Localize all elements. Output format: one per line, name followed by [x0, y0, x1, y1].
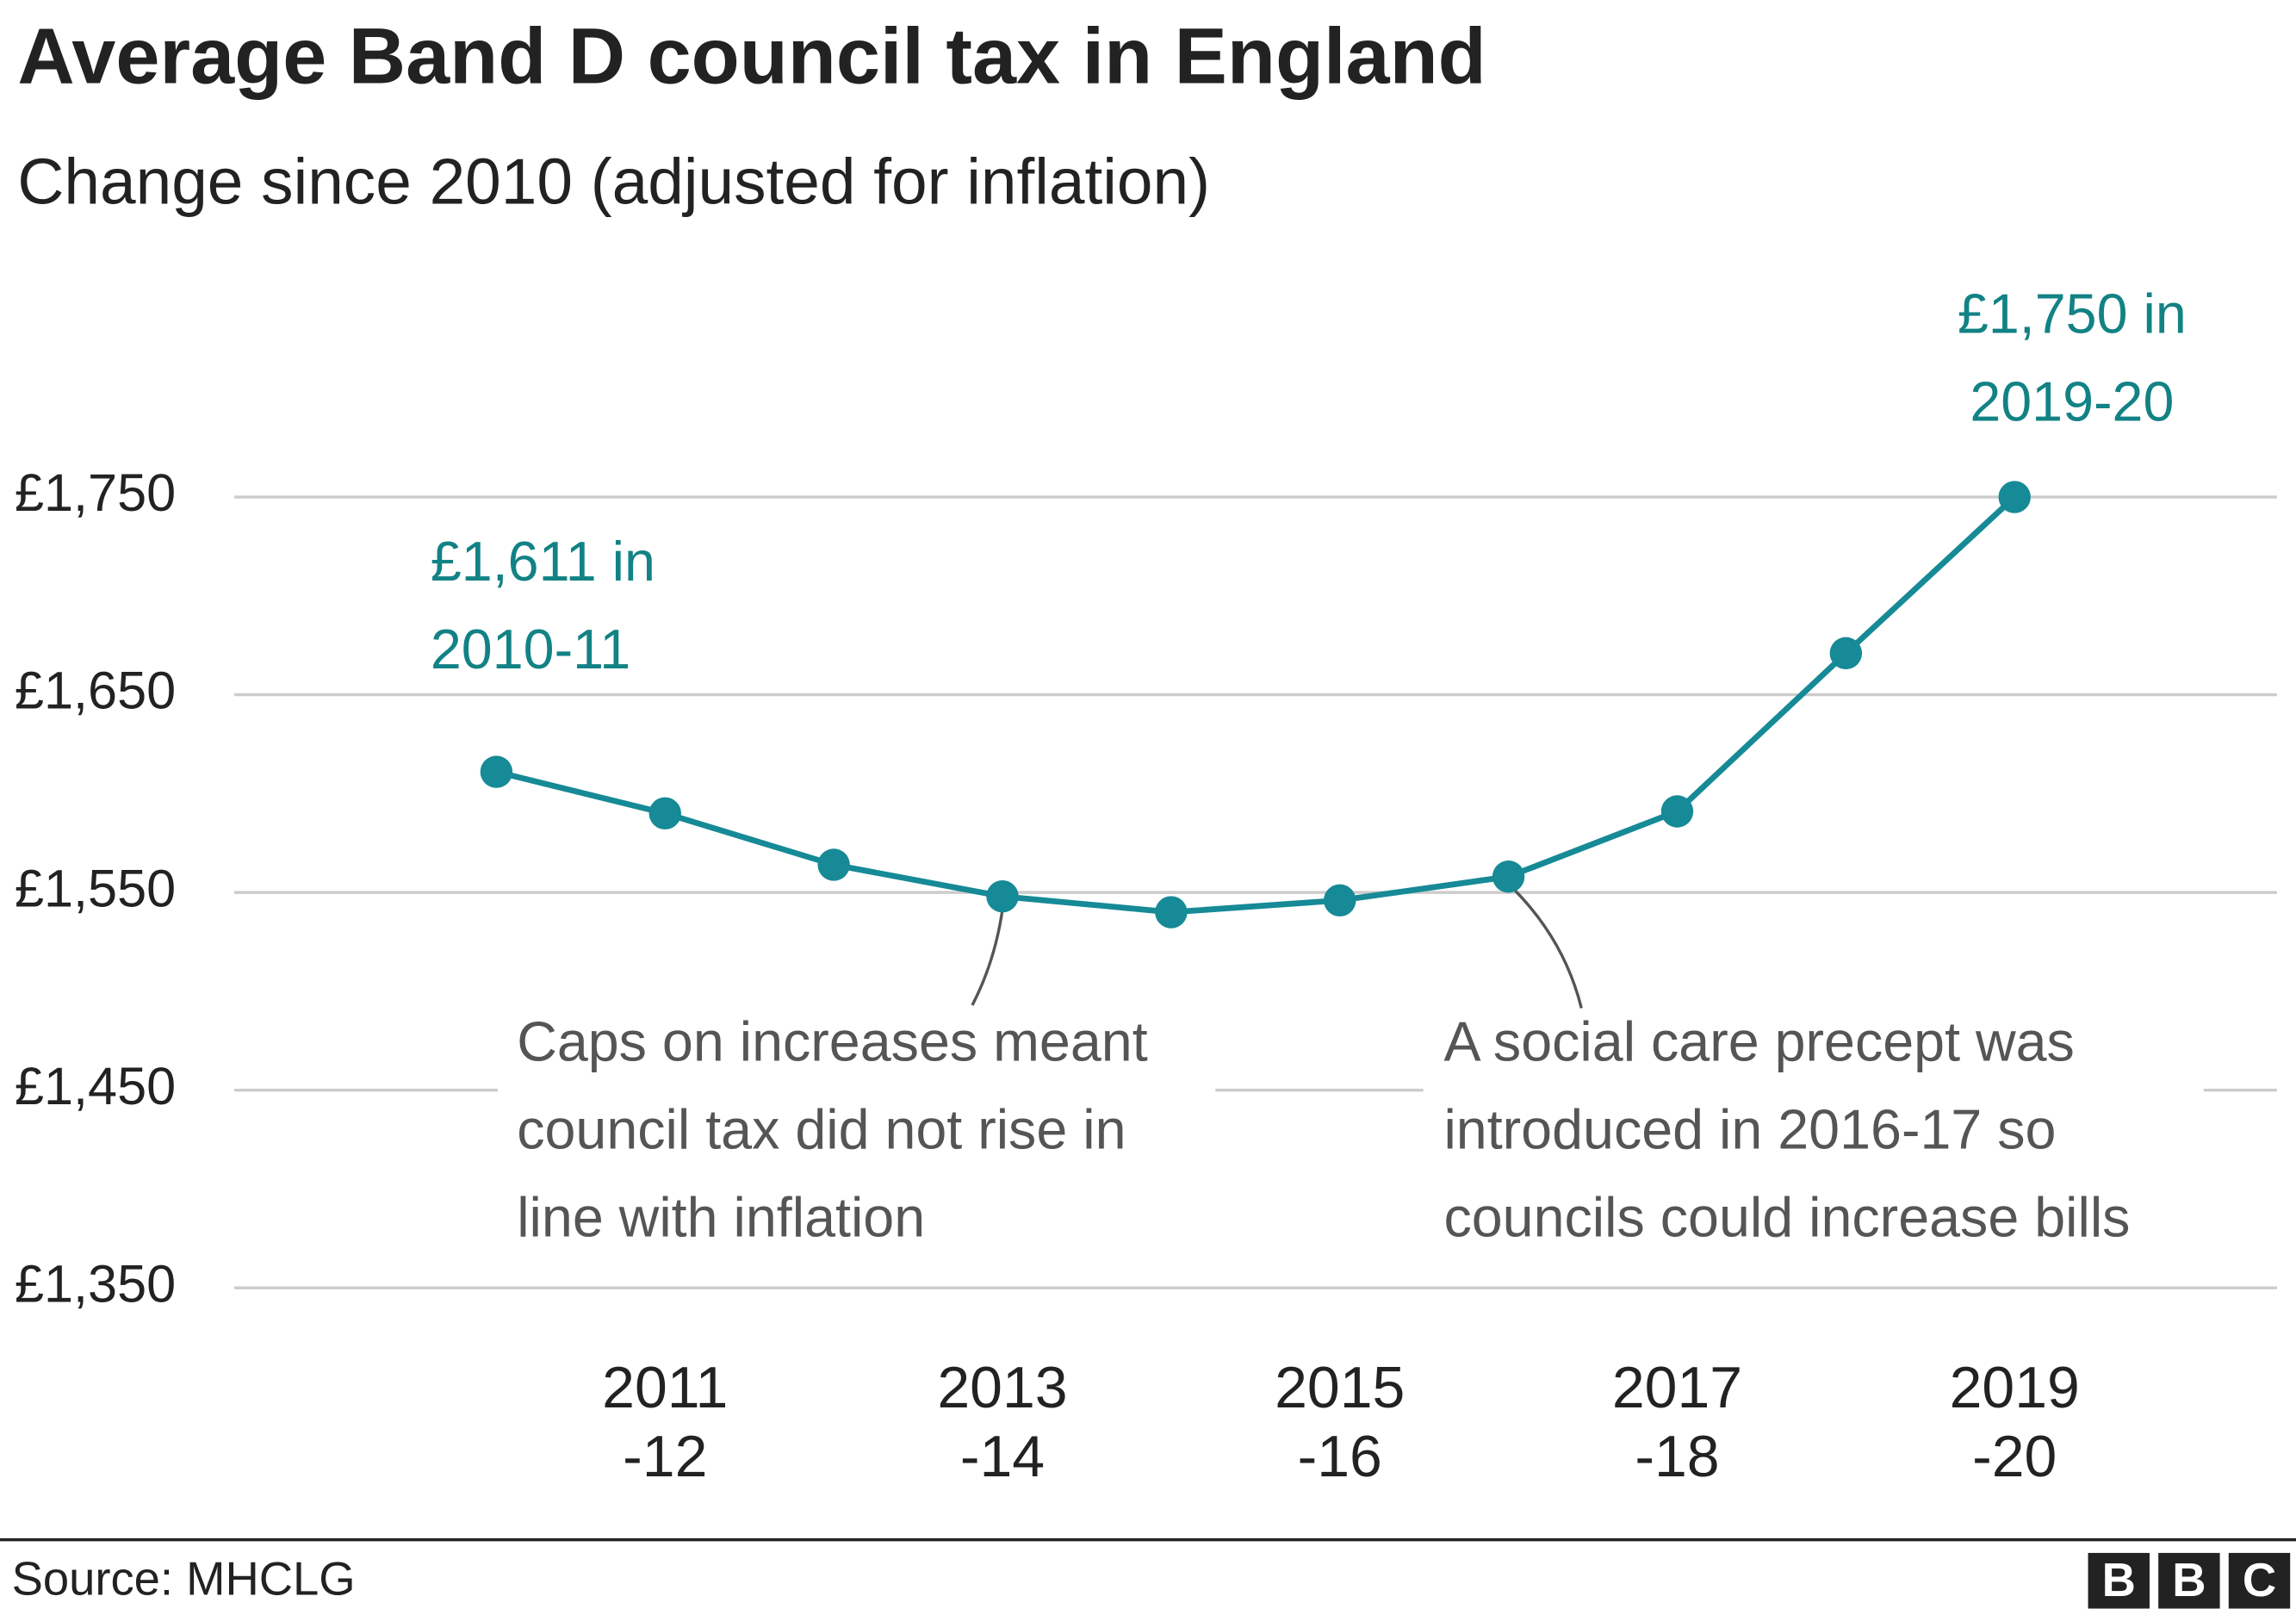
leader-line — [1508, 884, 1583, 1009]
data-point — [817, 848, 850, 881]
source: Source: MHCLG — [12, 1552, 356, 1605]
logo-block — [2158, 1552, 2220, 1609]
annotation: £1,611 in — [431, 531, 655, 593]
annotation: line with inflation — [517, 1187, 925, 1249]
data-point — [1324, 884, 1356, 916]
annotation: introduced in 2016-17 so — [1443, 1099, 2056, 1161]
logo-block — [2228, 1552, 2291, 1609]
x-tick-line: 2017 — [1612, 1355, 1742, 1420]
logo-block — [2088, 1552, 2150, 1609]
x-tick-line: 2011 — [602, 1355, 728, 1420]
annotation: 2010-11 — [431, 618, 630, 680]
chart-title: Average Band D council tax in England — [17, 12, 1486, 100]
logo-letter: B — [2102, 1554, 2136, 1606]
note-background — [1423, 999, 2204, 1264]
annotation: A social care precept was — [1443, 1011, 2074, 1073]
x-tick-line: 2013 — [937, 1355, 1067, 1420]
logo-letter: B — [2172, 1554, 2206, 1606]
data-point — [480, 755, 513, 788]
x-tick-line: -14 — [960, 1424, 1045, 1489]
x-tick-line: 2019 — [1950, 1355, 2080, 1420]
y-tick-label: £1,750 — [15, 463, 176, 522]
annotation: Caps on increases meant — [517, 1011, 1148, 1073]
data-point — [1998, 481, 2031, 513]
data-point — [986, 880, 1019, 913]
y-tick-label: £1,650 — [15, 662, 176, 720]
x-tick-label: 2013 -14 — [937, 1355, 1067, 1489]
data-line — [495, 494, 2017, 916]
chart-subtitle: Change since 2010 (adjusted for inflatio… — [17, 145, 1210, 217]
data-point — [1155, 896, 1188, 929]
data-point — [1492, 860, 1525, 893]
x-tick-line: -12 — [623, 1424, 707, 1489]
y-tick-label: £1,350 — [15, 1254, 176, 1313]
x-tick-line: 2015 — [1275, 1355, 1405, 1420]
x-tick-line: -20 — [1972, 1424, 2057, 1489]
x-tick-label: 2017 -18 — [1612, 1355, 1742, 1489]
x-tick-line: -18 — [1635, 1424, 1719, 1489]
x-tick-line: -16 — [1298, 1424, 1382, 1489]
x-tick-label: 2019 -20 — [1950, 1355, 2080, 1489]
leader-line — [971, 905, 1005, 1006]
annotation: council tax did not rise in — [517, 1099, 1126, 1161]
data-point — [1829, 637, 1863, 670]
annotation: £1,750 in — [1958, 283, 2187, 345]
y-tick-label: £1,450 — [15, 1057, 176, 1115]
annotation: councils could increase bills — [1443, 1187, 2130, 1249]
y-tick-label: £1,550 — [15, 859, 176, 917]
x-tick-label: 2011 -12 — [602, 1355, 728, 1489]
data-point — [648, 797, 681, 830]
note-background — [498, 999, 1216, 1264]
annotation: 2019-20 — [1970, 371, 2174, 433]
x-tick-label: 2015 -16 — [1275, 1355, 1405, 1489]
logo-letter: C — [2243, 1554, 2276, 1606]
data-point — [1660, 795, 1694, 828]
